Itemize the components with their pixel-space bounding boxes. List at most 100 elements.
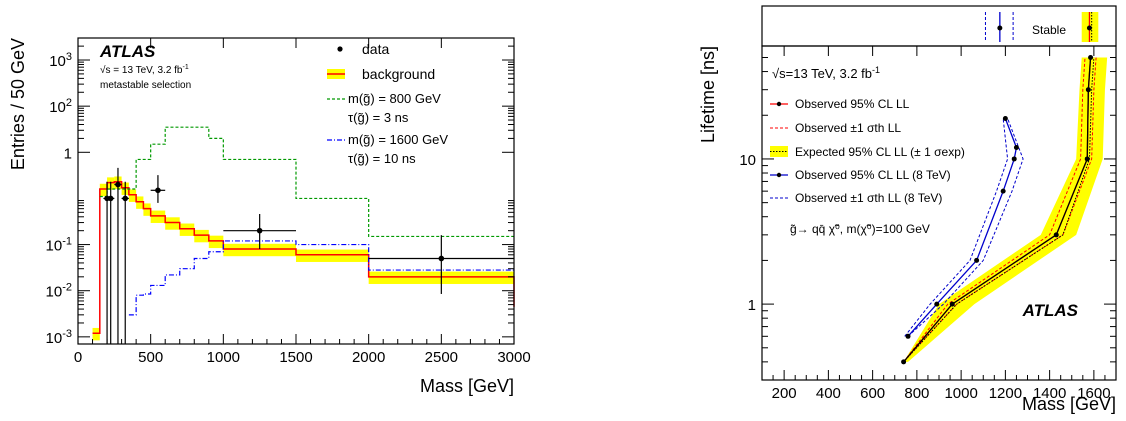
right-x-axis-label: Mass [GeV] xyxy=(1022,394,1116,414)
observed-point xyxy=(1053,232,1059,238)
8tev-observed-point xyxy=(1013,144,1019,150)
observed-stable-point xyxy=(1086,25,1092,31)
right-series-layer xyxy=(901,12,1097,365)
stable-label: Stable xyxy=(1032,23,1066,37)
background-band-bin xyxy=(92,327,100,341)
left-x-ticks: 0 500 1000 1500 2000 2500 3000 xyxy=(74,38,531,366)
background-band-bin xyxy=(150,210,166,223)
data-point xyxy=(155,187,161,194)
background-band-bin xyxy=(136,196,144,209)
observed-point xyxy=(949,301,955,307)
legend-background-label: background xyxy=(362,66,435,82)
left-energy-sup: -1 xyxy=(183,64,189,71)
right-y-tick-label: 10 xyxy=(739,152,756,169)
legend-obs-marker xyxy=(776,101,782,107)
8tev-observed-point xyxy=(974,257,980,263)
observed-point xyxy=(1084,156,1090,162)
right-x-tick-label: 1600 xyxy=(1077,385,1110,402)
left-y-ticks: 10-310-210-1110102103 xyxy=(46,37,514,347)
left-x-tick-label: 3000 xyxy=(497,349,530,366)
right-y-ticks: 1 10 xyxy=(739,56,1116,363)
right-x-tick-label: 1000 xyxy=(944,385,977,402)
left-y-tick-label: 103 xyxy=(49,51,72,70)
right-x-tick-label: 1400 xyxy=(1033,385,1066,402)
right-atlas-label: ATLAS xyxy=(1022,301,1079,320)
8tev-observed-point xyxy=(1002,115,1008,121)
legend-signal800-mass: m(g̃) = 800 GeV xyxy=(348,91,441,106)
8tev-observed-point xyxy=(934,301,940,307)
legend-exp-label: Expected 95% CL LL (± 1 σexp) xyxy=(795,145,965,159)
obs-theory-upper-line xyxy=(903,57,1086,363)
process-label: g̃→ qq̄ χ̃⁰, m(χ̃⁰)=100 GeV xyxy=(790,222,930,236)
data-point xyxy=(122,195,129,202)
legend-signal1600-lifetime: τ(g̃) = 10 ns xyxy=(348,151,416,166)
left-energy-label: √s = 13 TeV, 3.2 fb-1 xyxy=(100,64,189,76)
left-x-tick-label: 2000 xyxy=(352,349,385,366)
left-x-tick-label: 1000 xyxy=(207,349,240,366)
obs-theory-lower-line xyxy=(903,57,1097,363)
8tev-observed-point xyxy=(905,333,911,339)
right-chart: 200 400 600 800 1000 1200 1400 1600 110 Stable … xyxy=(698,5,1117,414)
right-energy-label: √s=13 TeV, 3.2 fb-1 xyxy=(772,65,880,81)
data-point xyxy=(256,227,263,234)
legend-data-label: data xyxy=(362,41,389,57)
observed-point xyxy=(901,359,907,365)
left-x-axis-label: Mass [GeV] xyxy=(420,376,514,396)
background-band-bin xyxy=(143,203,151,216)
right-y-axis-label: Lifetime [ns] xyxy=(698,46,718,143)
left-y-axis-label: Entries / 50 GeV xyxy=(8,38,28,170)
left-legend: data background m(g̃) = 800 GeV τ(g̃) = … xyxy=(327,41,448,166)
right-x-tick-label: 600 xyxy=(860,385,885,402)
left-y-tick-label: 102 xyxy=(49,97,72,116)
legend-8tev-theory-label: Observed ±1 σth LL (8 TeV) xyxy=(795,191,942,205)
left-x-tick-label: 1500 xyxy=(279,349,312,366)
left-series-layer xyxy=(92,126,515,344)
left-atlas-label: ATLAS xyxy=(99,42,156,61)
observed-line xyxy=(903,57,1092,363)
legend-obs-label: Observed 95% CL LL xyxy=(795,97,910,111)
legend-obs-theory-label: Observed ±1 σth LL xyxy=(795,121,901,135)
expected-line xyxy=(903,57,1095,363)
background-band-bin xyxy=(99,183,108,197)
left-energy-text: √s = 13 TeV, 3.2 fb xyxy=(100,64,183,76)
8tev-stable-point xyxy=(997,25,1003,31)
left-selection-label: metastable selection xyxy=(100,80,191,91)
8tev-observed-point xyxy=(1011,156,1017,162)
observed-point xyxy=(1088,54,1094,60)
right-x-tick-label: 400 xyxy=(816,385,841,402)
8tev-theory-upper-line xyxy=(904,118,1009,337)
background-band-bin xyxy=(165,217,180,230)
left-x-tick-label: 0 xyxy=(74,349,82,366)
background-band-bin xyxy=(296,249,369,262)
background-band-bin xyxy=(179,223,195,236)
legend-8tev-label: Observed 95% CL LL (8 TeV) xyxy=(795,168,951,182)
legend-8tev-marker xyxy=(776,172,782,178)
observed-point xyxy=(1085,87,1091,93)
background-step-line xyxy=(92,180,515,334)
data-point xyxy=(115,181,121,188)
right-x-tick-label: 200 xyxy=(772,385,797,402)
signal-1600-step-line xyxy=(128,240,514,316)
legend-data-marker xyxy=(337,46,343,52)
data-point xyxy=(438,255,445,262)
right-x-tick-label: 1200 xyxy=(989,385,1022,402)
left-y-tick-label: 1 xyxy=(64,145,72,162)
background-band-bin xyxy=(208,235,224,249)
background-band-bin xyxy=(128,189,137,202)
data-point xyxy=(107,195,114,202)
right-energy-sup: -1 xyxy=(872,65,880,75)
left-y-tick-label: 10-3 xyxy=(46,328,72,347)
left-y-tick-label: 10-2 xyxy=(46,282,72,301)
8tev-observed-point xyxy=(1000,188,1006,194)
left-y-tick-label: 10-1 xyxy=(46,236,72,255)
left-x-tick-label: 500 xyxy=(138,349,163,366)
left-x-tick-label: 2500 xyxy=(425,349,458,366)
legend-signal1600-mass: m(g̃) = 1600 GeV xyxy=(348,132,448,147)
right-x-tick-label: 800 xyxy=(904,385,929,402)
background-band-bin xyxy=(223,243,296,257)
legend-signal800-lifetime: τ(g̃) = 3 ns xyxy=(348,110,409,125)
right-energy-text: √s=13 TeV, 3.2 fb xyxy=(772,66,872,81)
right-y-tick-label: 1 xyxy=(748,297,756,314)
